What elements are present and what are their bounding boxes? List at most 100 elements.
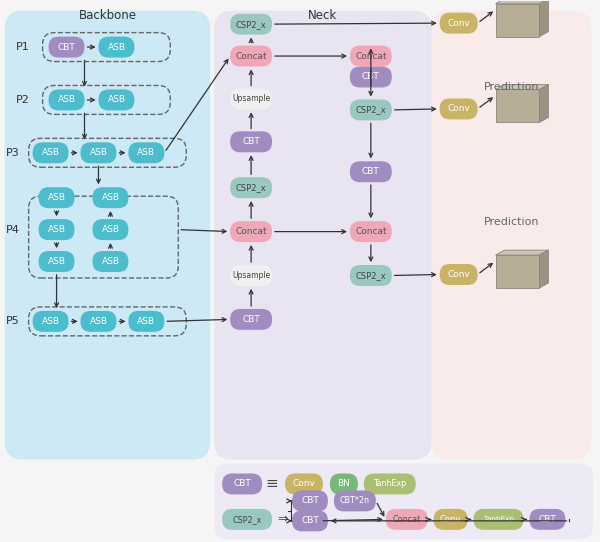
Text: Conv: Conv — [447, 18, 470, 28]
Polygon shape — [539, 85, 548, 122]
Text: ASB: ASB — [41, 149, 59, 157]
Text: Upsample: Upsample — [232, 271, 270, 280]
Text: Upsample: Upsample — [232, 94, 270, 104]
Text: P1: P1 — [16, 42, 29, 52]
Text: TanhExp: TanhExp — [484, 517, 514, 522]
Polygon shape — [496, 89, 539, 122]
FancyBboxPatch shape — [230, 221, 272, 242]
Text: ASB: ASB — [137, 149, 155, 157]
FancyBboxPatch shape — [128, 143, 164, 163]
FancyBboxPatch shape — [364, 474, 416, 494]
FancyBboxPatch shape — [350, 221, 392, 242]
Polygon shape — [496, 0, 548, 4]
FancyBboxPatch shape — [292, 511, 328, 531]
FancyBboxPatch shape — [529, 509, 565, 530]
Text: CBT: CBT — [58, 43, 76, 51]
Text: Concat: Concat — [355, 51, 386, 61]
FancyBboxPatch shape — [230, 265, 272, 286]
Polygon shape — [496, 255, 539, 288]
FancyBboxPatch shape — [214, 11, 431, 460]
Text: P3: P3 — [6, 148, 20, 158]
FancyBboxPatch shape — [350, 46, 392, 67]
FancyBboxPatch shape — [92, 187, 128, 208]
Text: ASB: ASB — [107, 43, 125, 51]
Text: ASB: ASB — [89, 317, 107, 326]
Polygon shape — [496, 4, 539, 37]
Text: Prediction: Prediction — [484, 217, 539, 227]
Text: Conv: Conv — [293, 480, 316, 488]
FancyBboxPatch shape — [32, 143, 68, 163]
Text: CSP2_x: CSP2_x — [236, 183, 266, 192]
FancyBboxPatch shape — [222, 509, 272, 530]
Text: ≡: ≡ — [266, 476, 278, 492]
Text: CBT: CBT — [301, 517, 319, 525]
FancyBboxPatch shape — [38, 187, 74, 208]
Text: Concat: Concat — [235, 51, 267, 61]
Polygon shape — [496, 250, 548, 255]
Text: CBT: CBT — [539, 515, 556, 524]
Text: ASB: ASB — [41, 317, 59, 326]
Text: CBT: CBT — [233, 480, 251, 488]
Text: CSP2_x: CSP2_x — [236, 20, 266, 29]
Text: ASB: ASB — [47, 225, 65, 234]
Text: Prediction: Prediction — [484, 82, 539, 93]
FancyBboxPatch shape — [285, 474, 323, 494]
Text: Neck: Neck — [308, 9, 338, 22]
FancyBboxPatch shape — [330, 474, 358, 494]
FancyBboxPatch shape — [128, 311, 164, 332]
Text: ASB: ASB — [137, 317, 155, 326]
FancyBboxPatch shape — [92, 219, 128, 240]
FancyBboxPatch shape — [214, 463, 593, 539]
FancyBboxPatch shape — [440, 264, 478, 285]
FancyBboxPatch shape — [80, 143, 116, 163]
FancyBboxPatch shape — [431, 11, 592, 460]
FancyBboxPatch shape — [440, 99, 478, 119]
FancyBboxPatch shape — [292, 491, 328, 512]
Text: CBT: CBT — [301, 496, 319, 505]
Text: P4: P4 — [6, 224, 20, 235]
Text: ASB: ASB — [89, 149, 107, 157]
FancyBboxPatch shape — [98, 89, 134, 111]
FancyBboxPatch shape — [92, 251, 128, 272]
Text: CBT: CBT — [242, 137, 260, 146]
Text: Concat: Concat — [235, 227, 267, 236]
FancyBboxPatch shape — [230, 131, 272, 152]
Text: ASB: ASB — [47, 193, 65, 202]
Text: ⇒: ⇒ — [277, 513, 287, 526]
FancyBboxPatch shape — [230, 177, 272, 198]
FancyBboxPatch shape — [230, 14, 272, 35]
Text: ASB: ASB — [58, 95, 76, 105]
Text: Conv: Conv — [447, 105, 470, 113]
Text: CSP2_x: CSP2_x — [355, 271, 386, 280]
Text: Concat: Concat — [392, 515, 421, 524]
Text: Backbone: Backbone — [79, 9, 136, 22]
FancyBboxPatch shape — [350, 265, 392, 286]
Text: P2: P2 — [16, 95, 29, 105]
Text: CBT*2n: CBT*2n — [340, 496, 370, 505]
Text: ASB: ASB — [101, 257, 119, 266]
Text: CSP2_x: CSP2_x — [355, 105, 386, 114]
FancyBboxPatch shape — [440, 12, 478, 34]
Text: CBT: CBT — [362, 73, 380, 81]
FancyBboxPatch shape — [49, 89, 85, 111]
Text: P5: P5 — [6, 317, 20, 326]
FancyBboxPatch shape — [38, 219, 74, 240]
FancyBboxPatch shape — [230, 88, 272, 109]
FancyBboxPatch shape — [230, 309, 272, 330]
Polygon shape — [539, 0, 548, 37]
Text: ASB: ASB — [101, 193, 119, 202]
Text: Conv: Conv — [440, 515, 461, 524]
FancyBboxPatch shape — [38, 251, 74, 272]
Text: Conv: Conv — [447, 270, 470, 279]
Polygon shape — [496, 85, 548, 89]
Text: ASB: ASB — [107, 95, 125, 105]
FancyBboxPatch shape — [350, 162, 392, 182]
FancyBboxPatch shape — [222, 474, 262, 494]
FancyBboxPatch shape — [334, 491, 376, 512]
FancyBboxPatch shape — [473, 509, 523, 530]
FancyBboxPatch shape — [49, 37, 85, 57]
Text: ASB: ASB — [47, 257, 65, 266]
Text: BN: BN — [337, 480, 350, 488]
FancyBboxPatch shape — [386, 509, 428, 530]
Text: TanhExp: TanhExp — [373, 480, 406, 488]
